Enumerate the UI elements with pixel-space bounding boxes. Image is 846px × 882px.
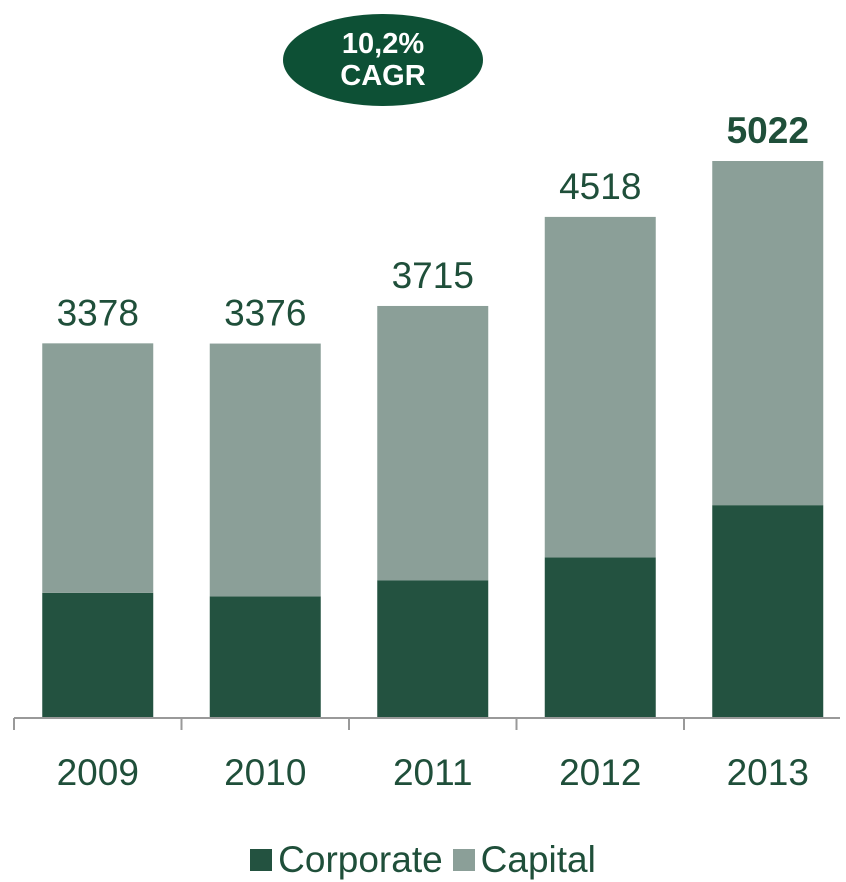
x-tick-label-2011: 2011 [393,752,473,793]
x-tick-label-2013: 2013 [727,752,809,793]
x-axis-tick-labels: 2009 2010 2011 2012 2013 [57,752,809,793]
cagr-value: 10,2% [341,28,425,60]
legend-swatch-capital [452,849,475,871]
total-label-2013: 5022 [727,110,809,151]
bar-corporate-2012 [544,557,656,718]
bar-capital-2010 [209,343,321,597]
legend-label-capital: Capital [480,839,596,880]
total-label-2012: 4518 [559,166,641,207]
bar-capital-2009 [42,343,154,593]
x-tick-label-2010: 2010 [224,752,306,793]
bar-capital-2012 [544,216,656,558]
total-label-2011: 3715 [392,255,474,296]
legend-swatch-corporate [250,849,273,871]
legend: Corporate Capital [0,838,846,882]
x-tick-label-2009: 2009 [57,752,139,793]
cagr-label: CAGR [340,60,426,92]
total-labels-layer: 3378 3376 3715 4518 5022 [57,110,809,334]
bar-corporate-2010 [209,596,321,718]
legend-label-corporate: Corporate [278,839,443,880]
total-label-2009: 3378 [57,292,139,333]
x-axis-ticks [13,718,685,730]
bar-corporate-2011 [377,580,489,718]
total-label-2010: 3376 [224,293,306,334]
bar-corporate-2013 [712,505,824,718]
bar-capital-2011 [377,305,489,581]
x-tick-label-2012: 2012 [559,752,641,793]
cagr-badge: 10,2% CAGR [283,14,483,106]
bars-layer [42,161,824,718]
bar-corporate-2009 [42,592,154,718]
legend-item-corporate: Corporate [250,839,443,881]
bar-capital-2013 [712,161,824,506]
legend-item-capital: Capital [452,839,596,881]
